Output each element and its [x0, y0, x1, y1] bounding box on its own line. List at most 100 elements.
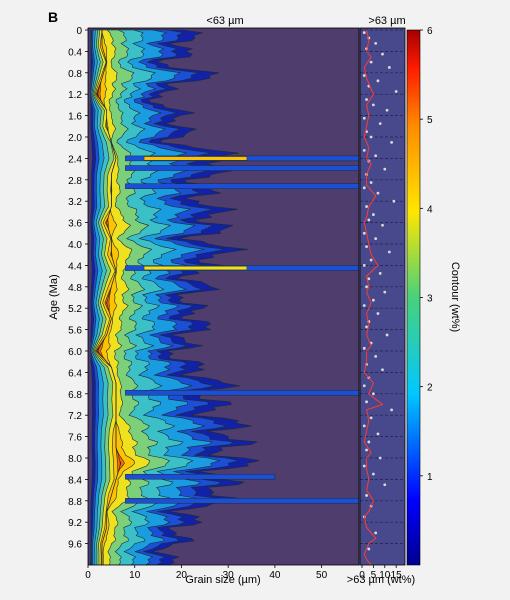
y-tick-label: 6.0	[68, 347, 82, 358]
data-point	[367, 218, 371, 222]
x-tick-label: 20	[176, 570, 188, 581]
colorbar-gradient	[406, 29, 421, 566]
data-point	[381, 52, 384, 56]
data-point	[362, 186, 366, 190]
x-tick-label: 15	[391, 570, 403, 581]
data-point	[362, 231, 366, 235]
data-point	[362, 264, 366, 267]
y-tick-label: 4.8	[68, 283, 82, 294]
x-tick-label: 10	[129, 570, 141, 581]
y-tick-label: 6.8	[68, 390, 82, 401]
coarse-fraction-plot	[359, 27, 406, 566]
data-point	[362, 304, 366, 307]
data-point	[365, 285, 368, 289]
data-point	[374, 354, 378, 358]
data-point	[390, 140, 394, 144]
x-tick-label: 40	[269, 570, 281, 581]
grain-size-axis-ticks: 0 10 20 30 40 50	[85, 565, 328, 581]
data-point	[374, 154, 378, 158]
data-point	[365, 494, 368, 497]
colorbar-tick-label: 4	[427, 204, 433, 215]
data-point	[362, 148, 366, 152]
data-point	[371, 298, 375, 302]
x-tick-label: 0	[85, 570, 91, 581]
y-tick-label: 3.2	[68, 197, 82, 208]
contour-spike-core	[143, 266, 248, 271]
colorbar-tick-label: 5	[427, 115, 433, 126]
y-tick-label: 0	[76, 26, 82, 37]
data-point	[392, 199, 396, 203]
data-point	[387, 250, 391, 254]
data-point	[371, 472, 375, 476]
y-tick-label: 7.2	[68, 411, 82, 422]
plot-frame	[87, 27, 360, 566]
data-point	[369, 258, 373, 262]
data-point	[387, 66, 391, 69]
y-tick-label: 9.2	[68, 518, 82, 529]
data-point	[376, 191, 380, 195]
data-point	[378, 122, 382, 126]
data-point	[362, 384, 366, 388]
data-point	[374, 237, 378, 241]
colorbar-tick-label: 1	[427, 472, 433, 483]
data-point	[371, 213, 375, 216]
contour-spike	[125, 498, 359, 504]
y-tick-label: 7.6	[68, 433, 82, 444]
y-tick-label: 4.0	[68, 240, 82, 251]
coarse-fraction-series	[360, 29, 405, 565]
y-tick-label: 2.0	[68, 133, 82, 144]
data-point	[369, 60, 373, 64]
panel-label: B	[48, 9, 58, 25]
data-point	[365, 205, 368, 208]
colorbar-label: Contour (wt%)	[449, 262, 461, 332]
data-point	[362, 31, 366, 35]
data-point	[362, 464, 366, 468]
y-tick-label: 4.4	[68, 261, 82, 272]
y-tick-label: 5.2	[68, 304, 82, 315]
x-tick-label: 30	[223, 570, 235, 581]
data-point	[385, 108, 389, 112]
right-panel-frame	[359, 27, 406, 566]
data-point	[369, 416, 373, 420]
coarse-axis-ticks: 0 5 10 15	[359, 565, 402, 581]
data-point	[374, 531, 378, 535]
data-point	[371, 392, 375, 396]
main-title: <63 µm	[206, 15, 243, 27]
y-tick-label: 9.6	[68, 540, 82, 551]
contour-band	[96, 30, 122, 565]
data-point	[369, 135, 373, 139]
data-point	[367, 277, 371, 281]
y-axis-label: Age (Ma)	[48, 274, 60, 319]
y-tick-label: 8.0	[68, 454, 82, 465]
data-point	[365, 400, 368, 404]
data-point	[365, 448, 368, 452]
data-point	[365, 325, 368, 329]
data-point	[365, 245, 368, 249]
colorbar-ticks: 1 2 3 4 5 6	[420, 26, 433, 483]
data-point	[381, 368, 384, 372]
contour-band	[93, 29, 151, 565]
y-tick-label: 3.6	[68, 219, 82, 230]
right-x-axis-label: >63 µm (wt%)	[347, 574, 415, 586]
y-tick-label: 0.4	[68, 47, 82, 58]
data-point	[376, 432, 380, 436]
y-tick-label: 6.4	[68, 368, 82, 379]
data-point	[378, 272, 382, 275]
contour-spike	[125, 389, 359, 396]
data-point	[362, 116, 366, 120]
data-point	[369, 181, 373, 184]
x-tick-label: 5	[371, 570, 377, 581]
data-point	[383, 290, 387, 294]
colorbar	[406, 29, 421, 566]
y-tick-label: 2.4	[68, 154, 82, 165]
data-point	[390, 408, 394, 412]
right-panel-background	[360, 28, 405, 565]
colorbar-tick-label: 3	[427, 294, 433, 305]
contour-bands	[90, 29, 359, 565]
contour-spike-core	[143, 156, 248, 161]
data-point	[371, 103, 375, 107]
data-point	[362, 346, 366, 350]
coarse-fraction-line	[363, 29, 384, 565]
data-point	[385, 333, 389, 337]
data-point	[367, 547, 371, 551]
